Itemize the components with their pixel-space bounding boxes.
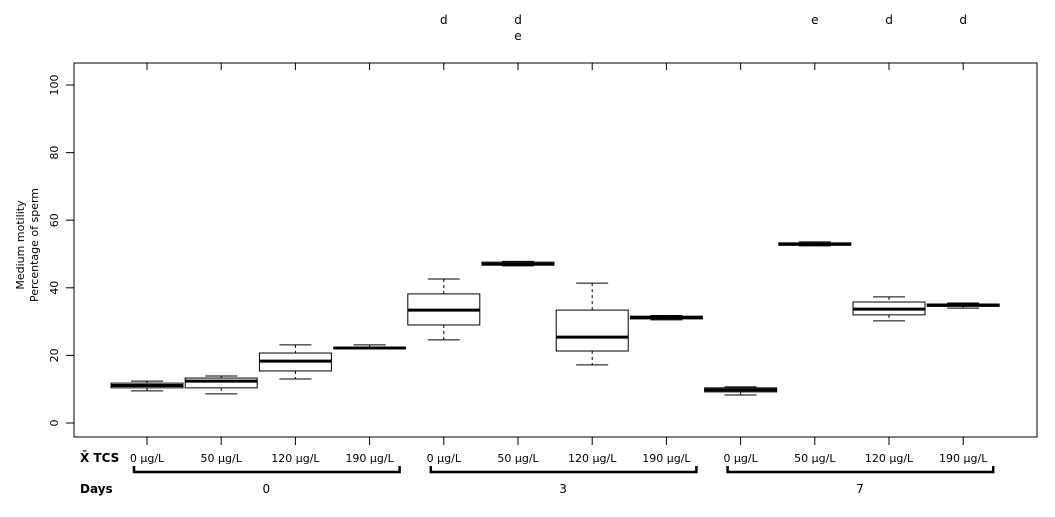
box-iqr bbox=[184, 377, 258, 389]
group-bracket bbox=[429, 466, 698, 474]
x-axis: d dee d d0 μg/L 50 μg/L 120 μg/L 190 μg/L00 μg… bbox=[130, 13, 995, 496]
box-iqr bbox=[555, 309, 629, 352]
group-label: 0 bbox=[262, 482, 270, 496]
plot-frame bbox=[73, 62, 1038, 438]
x-tick-label: 50 μg/L bbox=[794, 452, 836, 465]
box-6 bbox=[481, 260, 555, 267]
box-11 bbox=[852, 296, 926, 322]
x-tick-label: 0 μg/L bbox=[130, 452, 165, 465]
group-label: 3 bbox=[559, 482, 567, 496]
box-1 bbox=[110, 380, 184, 392]
box-9 bbox=[704, 386, 778, 396]
group-bracket bbox=[132, 466, 401, 474]
box-7 bbox=[555, 282, 629, 366]
box-2 bbox=[184, 375, 258, 395]
box-12 bbox=[926, 302, 1000, 309]
boxes bbox=[110, 241, 1000, 396]
box-4 bbox=[333, 344, 407, 350]
y-tick-label: 0 bbox=[48, 420, 61, 427]
x-tick-label: 190 μg/L bbox=[345, 452, 394, 465]
x-tick-label: 50 μg/L bbox=[201, 452, 243, 465]
y-tick-label: 100 bbox=[48, 75, 61, 96]
significance-letter: e bbox=[514, 29, 521, 43]
y-tick-label: 40 bbox=[48, 281, 61, 295]
significance-letter: d bbox=[885, 13, 893, 27]
y-axis-label-line-1: Medium motility bbox=[14, 200, 27, 290]
x-tick-label: 0 μg/L bbox=[427, 452, 462, 465]
x-tick-label: 120 μg/L bbox=[865, 452, 914, 465]
significance-letter: d bbox=[440, 13, 448, 27]
box-5 bbox=[407, 278, 481, 341]
x-tick-label: 0 μg/L bbox=[723, 452, 758, 465]
significance-letter: e bbox=[811, 13, 818, 27]
box-3 bbox=[258, 344, 332, 380]
x-tick-label: 120 μg/L bbox=[271, 452, 320, 465]
group-bracket bbox=[726, 466, 995, 474]
significance-letter: d bbox=[514, 13, 522, 27]
x-tick-label: 190 μg/L bbox=[642, 452, 691, 465]
y-tick-label: 60 bbox=[48, 213, 61, 227]
x-tick-label: 50 μg/L bbox=[497, 452, 539, 465]
box-8 bbox=[629, 315, 703, 321]
x-tick-label: 120 μg/L bbox=[568, 452, 617, 465]
significance-letter: d bbox=[959, 13, 967, 27]
group-row-label: Days bbox=[80, 482, 113, 496]
x-row-label: X̄ TCS bbox=[80, 450, 119, 465]
y-tick-label: 80 bbox=[48, 146, 61, 160]
group-label: 7 bbox=[856, 482, 864, 496]
box-10 bbox=[778, 241, 852, 247]
x-tick-label: 190 μg/L bbox=[939, 452, 988, 465]
y-axis: 0 20 40 60 80 100 bbox=[48, 75, 74, 427]
y-axis-label-line-2: Percentage of sperm bbox=[28, 188, 41, 302]
y-tick-label: 20 bbox=[48, 348, 61, 362]
